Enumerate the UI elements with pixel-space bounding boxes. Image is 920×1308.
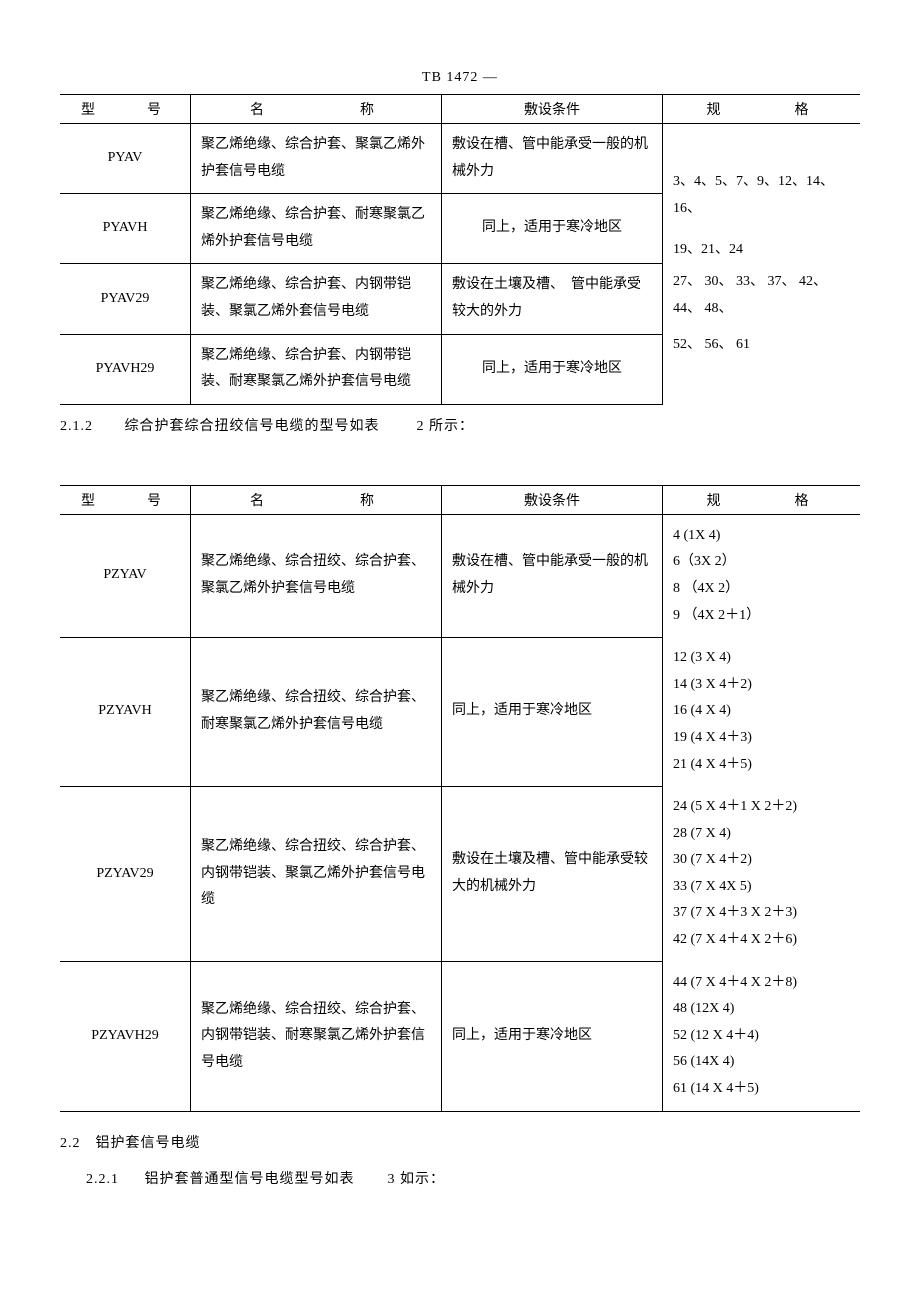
section-221: 2.2.1 铝护套普通型信号电缆型号如表 3 如示： bbox=[86, 1168, 860, 1188]
spec-line: 19 (4 X 4＋3) bbox=[673, 725, 850, 752]
spec-line: 16 (4 X 4) bbox=[673, 698, 850, 725]
spec-line: 9 （4X 2＋1） bbox=[673, 603, 850, 630]
t1-r2-cond: 敷设在土壤及槽、 管中能承受较大的外力 bbox=[442, 264, 663, 334]
t1-h-cond: 敷设条件 bbox=[442, 95, 663, 124]
t1-r0-cond: 敷设在槽、管中能承受一般的机械外力 bbox=[442, 124, 663, 194]
table-row: PZYAVH29 聚乙烯绝缘、综合扭绞、综合护套、内钢带铠装、耐寒聚氯乙烯外护套… bbox=[60, 962, 860, 1111]
t2-spec-3: 44 (7 X 4＋4 X 2＋8) 48 (12X 4) 52 (12 X 4… bbox=[663, 962, 861, 1111]
spec-line: 21 (4 X 4＋5) bbox=[673, 752, 850, 779]
t2-spec-2: 24 (5 X 4＋1 X 2＋2) 28 (7 X 4) 30 (7 X 4＋… bbox=[663, 786, 861, 962]
t1-r2-name: 聚乙烯绝缘、综合护套、内钢带铠装、聚氯乙烯外套信号电缆 bbox=[191, 264, 442, 334]
table-2: 型 号 名 称 敷设条件 规 格 PZYAV 聚乙烯绝缘、综合扭绞、综合护套、聚… bbox=[60, 485, 860, 1112]
t1-r1-cond: 同上，适用于寒冷地区 bbox=[442, 194, 663, 264]
sec-num: 2.2.1 bbox=[86, 1172, 140, 1188]
spec-line: 24 (5 X 4＋1 X 2＋2) bbox=[673, 794, 850, 821]
spec-line: 61 (14 X 4＋5) bbox=[673, 1076, 850, 1103]
t1-r0-name: 聚乙烯绝缘、综合护套、聚氯乙烯外护套信号电缆 bbox=[191, 124, 442, 194]
t2-r2-cond: 敷设在土壤及槽、管中能承受较大的机械外力 bbox=[442, 786, 663, 962]
table-row: PZYAV 聚乙烯绝缘、综合扭绞、综合护套、聚氯乙烯外护套信号电缆 敷设在槽、管… bbox=[60, 514, 860, 637]
t1-h-spec: 规 格 bbox=[663, 95, 861, 124]
header-code: TB 1472 — bbox=[60, 70, 860, 86]
section-22: 2.2 铝护套信号电缆 bbox=[60, 1132, 860, 1152]
section-212: 2.1.2 综合护套综合扭绞信号电缆的型号如表 2 所示： bbox=[60, 415, 860, 435]
sec-tail: 2 所示： bbox=[417, 419, 475, 434]
t2-r0-name: 聚乙烯绝缘、综合扭绞、综合护套、聚氯乙烯外护套信号电缆 bbox=[191, 514, 442, 637]
table-row: PYAV 聚乙烯绝缘、综合护套、聚氯乙烯外护套信号电缆 敷设在槽、管中能承受一般… bbox=[60, 124, 860, 194]
spec-line: 12 (3 X 4) bbox=[673, 645, 850, 672]
t1-r1-name: 聚乙烯绝缘、综合护套、耐寒聚氯乙烯外护套信号电缆 bbox=[191, 194, 442, 264]
t1-r2-model: PYAV29 bbox=[60, 264, 191, 334]
t2-r3-cond: 同上，适用于寒冷地区 bbox=[442, 962, 663, 1111]
spec-line: 30 (7 X 4＋2) bbox=[673, 847, 850, 874]
t2-r2-model: PZYAV29 bbox=[60, 786, 191, 962]
t2-r2-name: 聚乙烯绝缘、综合扭绞、综合护套、内钢带铠装、聚氯乙烯外护套信号电缆 bbox=[191, 786, 442, 962]
spec-line: 8 （4X 2） bbox=[673, 576, 850, 603]
spec-line: 3、4、5、7、9、12、14、16、 bbox=[673, 169, 850, 222]
t2-spec-1: 12 (3 X 4) 14 (3 X 4＋2) 16 (4 X 4) 19 (4… bbox=[663, 637, 861, 786]
t1-h-model: 型 号 bbox=[60, 95, 191, 124]
t2-r0-cond: 敷设在槽、管中能承受一般的机械外力 bbox=[442, 514, 663, 637]
spec-line: 33 (7 X 4X 5) bbox=[673, 874, 850, 901]
t2-h-cond: 敷设条件 bbox=[442, 485, 663, 514]
t2-h-spec: 规 格 bbox=[663, 485, 861, 514]
spec-line: 14 (3 X 4＋2) bbox=[673, 672, 850, 699]
spec-line: 48 (12X 4) bbox=[673, 996, 850, 1023]
t2-spec-0: 4 (1X 4) 6（3X 2） 8 （4X 2） 9 （4X 2＋1） bbox=[663, 514, 861, 637]
spec-line: 42 (7 X 4＋4 X 2＋6) bbox=[673, 927, 850, 954]
t1-r1-model: PYAVH bbox=[60, 194, 191, 264]
sec-body: 综合护套综合扭绞信号电缆的型号如表 bbox=[125, 419, 380, 434]
t2-r1-cond: 同上，适用于寒冷地区 bbox=[442, 637, 663, 786]
t2-r3-model: PZYAVH29 bbox=[60, 962, 191, 1111]
spec-line: 27、 30、 33、 37、 42、44、 48、 bbox=[673, 269, 850, 322]
spec-line: 52、 56、 61 bbox=[673, 332, 850, 359]
t2-h-model: 型 号 bbox=[60, 485, 191, 514]
t1-spec: 3、4、5、7、9、12、14、16、 19、21、24 27、 30、 33、… bbox=[663, 124, 861, 405]
spec-line: 52 (12 X 4＋4) bbox=[673, 1023, 850, 1050]
spec-line: 4 (1X 4) bbox=[673, 523, 850, 550]
table-row: PZYAVH 聚乙烯绝缘、综合扭绞、综合护套、耐寒聚氯乙烯外护套信号电缆 同上，… bbox=[60, 637, 860, 786]
t2-r3-name: 聚乙烯绝缘、综合扭绞、综合护套、内钢带铠装、耐寒聚氯乙烯外护套信号电缆 bbox=[191, 962, 442, 1111]
spec-line: 37 (7 X 4＋3 X 2＋3) bbox=[673, 900, 850, 927]
t1-h-name: 名 称 bbox=[191, 95, 442, 124]
t2-r0-model: PZYAV bbox=[60, 514, 191, 637]
t1-r0-model: PYAV bbox=[60, 124, 191, 194]
sec-num: 2.1.2 bbox=[60, 419, 120, 435]
table-row: PZYAV29 聚乙烯绝缘、综合扭绞、综合护套、内钢带铠装、聚氯乙烯外护套信号电… bbox=[60, 786, 860, 962]
table-1: 型 号 名 称 敷设条件 规 格 PYAV 聚乙烯绝缘、综合护套、聚氯乙烯外护套… bbox=[60, 94, 860, 405]
spec-line: 28 (7 X 4) bbox=[673, 821, 850, 848]
t2-h-name: 名 称 bbox=[191, 485, 442, 514]
t2-r1-name: 聚乙烯绝缘、综合扭绞、综合护套、耐寒聚氯乙烯外护套信号电缆 bbox=[191, 637, 442, 786]
t1-r3-cond: 同上，适用于寒冷地区 bbox=[442, 334, 663, 404]
sec-body: 铝护套普通型信号电缆型号如表 bbox=[145, 1172, 355, 1187]
spec-line: 56 (14X 4) bbox=[673, 1049, 850, 1076]
spec-line: 6（3X 2） bbox=[673, 549, 850, 576]
sec-tail: 3 如示： bbox=[388, 1172, 446, 1187]
spec-line: 44 (7 X 4＋4 X 2＋8) bbox=[673, 970, 850, 997]
spec-line: 19、21、24 bbox=[673, 237, 850, 264]
t1-r3-model: PYAVH29 bbox=[60, 334, 191, 404]
t2-r1-model: PZYAVH bbox=[60, 637, 191, 786]
t1-r3-name: 聚乙烯绝缘、综合护套、内钢带铠装、耐寒聚氯乙烯外护套信号电缆 bbox=[191, 334, 442, 404]
